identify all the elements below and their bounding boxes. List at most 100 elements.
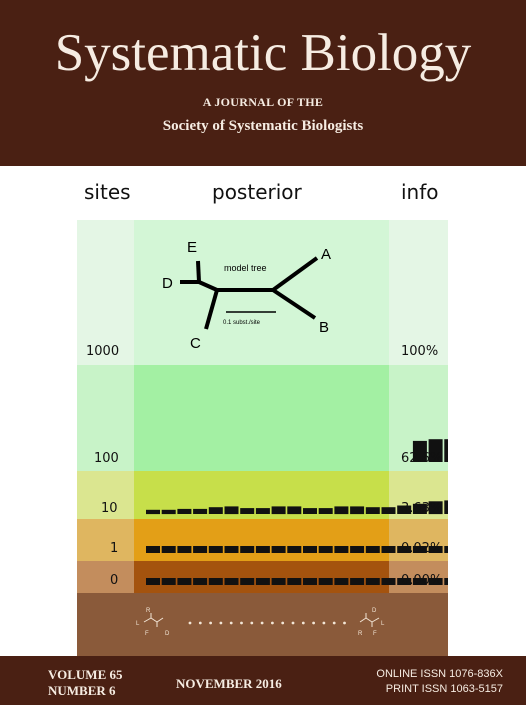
molecule-dot xyxy=(219,621,223,625)
posterior-bar-row4-13 xyxy=(350,578,365,585)
posterior-bar-row3-16 xyxy=(397,546,412,553)
tree-branch-e xyxy=(196,260,201,283)
posterior-bar-row2-11 xyxy=(318,508,333,514)
posterior-bar-row4-0 xyxy=(146,578,160,585)
row-100-sites: 100 xyxy=(94,451,119,466)
posterior-bar-row3-2 xyxy=(177,546,192,553)
taxon-c-label: C xyxy=(190,335,201,352)
posterior-bar-row2-13 xyxy=(350,506,365,515)
posterior-bar-row2-18 xyxy=(428,501,443,515)
taxon-e-label: E xyxy=(187,239,197,256)
molecule-dot xyxy=(229,621,233,625)
molecule-right-label-3: L xyxy=(381,621,385,627)
posterior-bar-row4-11 xyxy=(318,578,333,585)
molecule-dot xyxy=(343,621,346,625)
row-0-info: 0.00% xyxy=(401,573,443,588)
molecule-right-label-4: F xyxy=(373,631,377,637)
molecule-dot xyxy=(281,621,285,625)
journal-title: Systematic Biology xyxy=(54,24,472,82)
posterior-bar-row2-12 xyxy=(334,506,349,515)
posterior-bar-row3-15 xyxy=(381,546,396,553)
taxon-b-label: B xyxy=(319,319,329,336)
molecule-dot xyxy=(240,621,243,625)
posterior-bar-row3-17 xyxy=(412,546,427,553)
posterior-bar-row3-11 xyxy=(318,546,333,553)
cover-figure: model tree 0.1 subst./site A B C D E R F… xyxy=(77,166,474,656)
row-10-info: 3.63% xyxy=(401,501,443,516)
posterior-bar-row4-17 xyxy=(412,578,427,585)
issue-number: NUMBER 6 xyxy=(48,683,116,698)
posterior-bar-row4-2 xyxy=(177,578,192,585)
molecule-dot xyxy=(291,621,295,625)
posterior-bar-row4-8 xyxy=(271,578,286,585)
molecule-dot xyxy=(301,621,305,625)
molecule-left-label-1: R xyxy=(146,608,151,614)
molecule-dot xyxy=(312,621,315,625)
taxon-a-label: A xyxy=(321,246,331,263)
molecule-row-background xyxy=(77,593,448,656)
posterior-bar-row3-8 xyxy=(271,546,286,553)
posterior-bar-row2-14 xyxy=(365,507,380,514)
posterior-bar-row4-4 xyxy=(208,578,223,585)
posterior-bar-row2-5 xyxy=(224,506,239,515)
molecule-right-label-2: R xyxy=(358,631,363,637)
posterior-bar-row4-16 xyxy=(397,578,412,585)
posterior-bar-row1-18 xyxy=(428,439,443,462)
info-column-header: info xyxy=(401,180,439,204)
row-1000-info: 100% xyxy=(401,344,439,359)
tree-node-de xyxy=(198,280,218,292)
molecule-left xyxy=(143,613,164,627)
posterior-bar-row3-18 xyxy=(428,546,443,553)
row-10-sites: 10 xyxy=(101,501,118,516)
model-tree xyxy=(180,256,319,330)
row-1000-center xyxy=(134,220,389,365)
molecule-dot xyxy=(322,621,326,625)
tree-branch-a xyxy=(271,256,319,292)
posterior-chart: model tree 0.1 subst./site A B C D E R F… xyxy=(77,220,474,656)
posterior-bar-row3-12 xyxy=(334,546,349,553)
row-0-center xyxy=(134,561,389,593)
posterior-bar-row2-17 xyxy=(412,503,427,514)
posterior-bar-row2-6 xyxy=(240,508,255,514)
posterior-column-header: posterior xyxy=(212,180,302,204)
volume-label: VOLUME 65 xyxy=(48,667,123,682)
posterior-bar-row3-1 xyxy=(161,546,176,553)
molecule-dot xyxy=(260,621,264,625)
journal-subtitle: A JOURNAL OF THE xyxy=(202,95,324,109)
posterior-bar-row3-19 xyxy=(444,546,459,553)
posterior-bar-row3-10 xyxy=(303,546,317,553)
row-1000-sites: 1000 xyxy=(86,344,120,359)
molecule-right-label-1: D xyxy=(372,608,377,614)
molecule-dot xyxy=(188,621,192,625)
row-100-center xyxy=(134,365,389,471)
posterior-bar-row4-1 xyxy=(161,578,176,585)
molecule-dot xyxy=(271,621,274,625)
posterior-bar-row2-16 xyxy=(397,505,412,514)
issue-date: NOVEMBER 2016 xyxy=(176,676,282,691)
posterior-bar-row1-19 xyxy=(444,439,459,462)
molecule-dot-row xyxy=(188,621,346,625)
posterior-bar-row2-15 xyxy=(381,507,396,514)
posterior-bar-row1-17 xyxy=(412,440,427,462)
posterior-bar-row2-0 xyxy=(146,509,160,515)
posterior-bar-row3-9 xyxy=(287,546,302,553)
posterior-bar-row2-2 xyxy=(177,508,192,514)
posterior-bar-row2-8 xyxy=(271,506,286,515)
posterior-bar-row4-3 xyxy=(193,578,208,585)
tree-branch-b xyxy=(271,288,317,320)
posterior-bar-row3-6 xyxy=(240,546,255,553)
molecule-left-label-4: L xyxy=(136,621,140,627)
journal-footer xyxy=(0,656,526,705)
tree-branch-c xyxy=(204,289,219,330)
molecule-right xyxy=(359,613,380,627)
posterior-bar-row2-9 xyxy=(287,506,302,515)
molecule-dot xyxy=(209,621,213,625)
posterior-bar-row2-10 xyxy=(303,508,317,514)
posterior-bar-row3-5 xyxy=(224,546,239,553)
posterior-bar-row3-3 xyxy=(193,546,208,553)
row-1-center xyxy=(134,519,389,561)
posterior-bar-row3-7 xyxy=(255,546,270,553)
posterior-bar-row4-15 xyxy=(381,578,396,585)
posterior-bar-row2-4 xyxy=(208,507,223,514)
sites-column-header: sites xyxy=(84,180,131,204)
